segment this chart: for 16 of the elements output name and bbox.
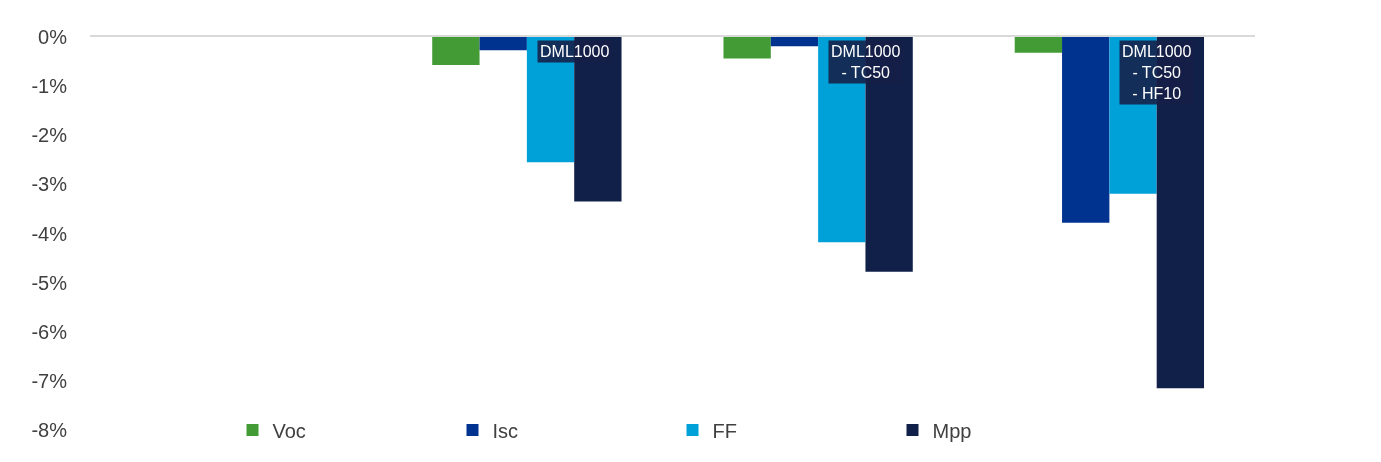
x-tick-label: DML1000 - TC50 — [831, 43, 901, 81]
y-tick-label: -3% — [31, 173, 68, 196]
y-tick-label: -4% — [31, 222, 68, 245]
x-tick-label: DML1000 - TC50 - HF10 — [1122, 43, 1192, 102]
legend-label: Voc — [272, 419, 306, 442]
legend-label: Mpp — [932, 419, 972, 442]
y-tick-label: -8% — [31, 419, 68, 441]
y-tick-label: -6% — [31, 320, 68, 343]
y-tick-label: -7% — [31, 369, 68, 392]
legend-label: FF — [712, 419, 737, 442]
y-tick-label: -1% — [31, 75, 68, 98]
y-tick-label: -5% — [31, 271, 68, 294]
legend-label: Isc — [492, 419, 519, 442]
x-tick-label: DML1000 — [540, 43, 610, 60]
y-tick-label: 0% — [38, 26, 68, 48]
y-tick-label: -2% — [31, 124, 68, 147]
